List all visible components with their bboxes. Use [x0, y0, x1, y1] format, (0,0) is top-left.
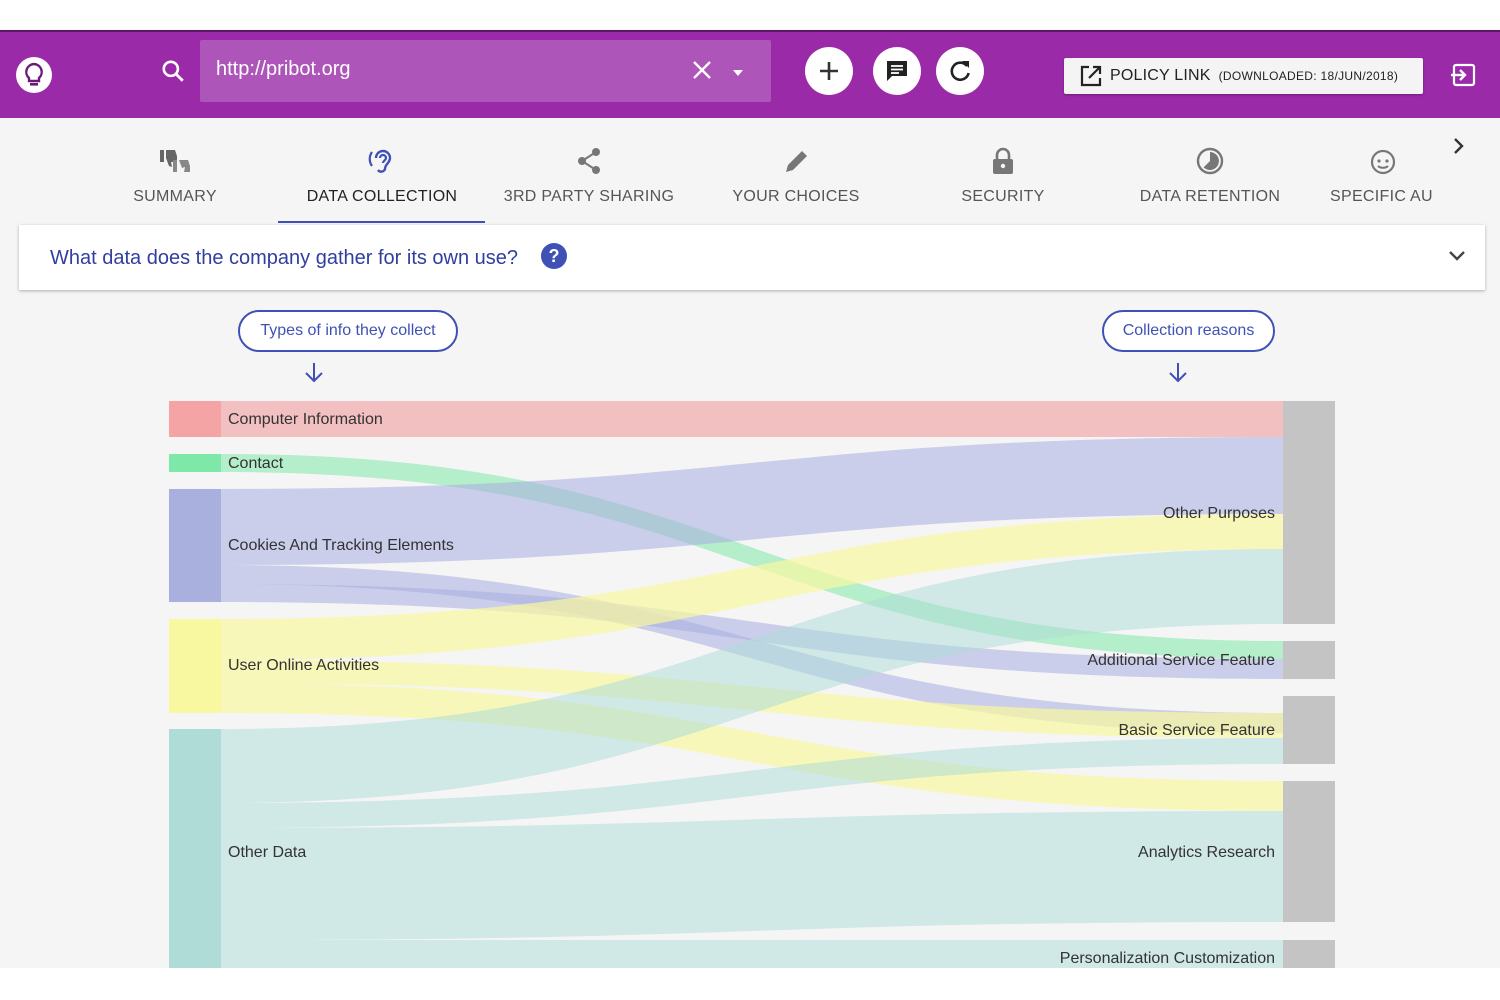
tab-label: SECURITY [961, 188, 1045, 205]
refresh-button[interactable] [936, 47, 984, 95]
tab-your-choices[interactable]: YOUR CHOICES [696, 118, 896, 224]
sankey-node-analytics-research[interactable] [1283, 781, 1335, 922]
question-text: What data does the company gather for it… [50, 247, 519, 269]
sankey-target-label: Other Purposes [1163, 505, 1275, 522]
ear-icon [368, 146, 396, 181]
active-tab-indicator [278, 221, 485, 223]
pill-label: Types of info they collect [260, 322, 436, 339]
exit-icon[interactable] [1450, 61, 1478, 94]
tab-label: YOUR CHOICES [732, 188, 860, 205]
tab-label: SPECIFIC AU [1330, 188, 1433, 205]
child-face-icon [1368, 146, 1398, 181]
sankey-node-other-data[interactable] [169, 729, 221, 968]
share-icon [575, 146, 603, 181]
sankey-link[interactable] [221, 738, 1283, 828]
arrow-down-icon [1169, 363, 1187, 383]
search-icon [160, 58, 186, 89]
sankey-source-label: Contact [228, 455, 284, 472]
sankey-link[interactable] [221, 454, 1283, 659]
tab-security[interactable]: SECURITY [903, 118, 1103, 224]
sankey-labels: Computer Information Contact Cookies And… [228, 411, 1275, 967]
sankey-links [221, 401, 1283, 968]
sankey-link[interactable] [221, 401, 1283, 437]
chevron-down-icon[interactable] [1447, 249, 1467, 268]
sankey-node-basic-service-feature[interactable] [1283, 696, 1335, 764]
sankey-target-label: Personalization Customization [1060, 950, 1275, 967]
sankey-link[interactable] [221, 549, 1283, 803]
sankey-source-label: Cookies And Tracking Elements [228, 537, 454, 554]
sankey-node-contact[interactable] [169, 454, 221, 472]
dropdown-arrow-icon[interactable] [731, 65, 745, 83]
pill-label: Collection reasons [1122, 322, 1255, 339]
tab-specific-audiences[interactable]: SPECIFIC AU [1318, 118, 1448, 224]
tab-data-collection[interactable]: DATA COLLECTION [282, 118, 482, 224]
sankey-link[interactable] [221, 811, 1283, 940]
tab-3rd-party-sharing[interactable]: 3RD PARTY SHARING [489, 118, 689, 224]
help-icon[interactable]: ? [541, 243, 567, 269]
refresh-icon [950, 61, 970, 81]
lock-icon [990, 146, 1016, 181]
lightbulb-icon[interactable] [16, 57, 52, 93]
sankey-source-label: Computer Information [228, 411, 383, 428]
url-value[interactable]: http://pribot.org [216, 58, 351, 80]
sankey-link[interactable] [221, 514, 1283, 660]
bottom-margin [0, 968, 1500, 1000]
chat-button[interactable] [873, 47, 921, 95]
chevron-right-icon[interactable] [1450, 136, 1468, 161]
chat-icon [887, 61, 907, 81]
sankey-node-other-purposes[interactable] [1283, 401, 1335, 624]
sankey-node-cookies[interactable] [169, 489, 221, 602]
sankey-target-label: Basic Service Feature [1118, 722, 1275, 739]
policy-download-date: (DOWNLOADED: 18/JUN/2018) [1218, 69, 1399, 83]
sankey-node-additional-service-feature[interactable] [1283, 641, 1335, 679]
arrow-down-icon [305, 363, 323, 383]
sankey-source-nodes [169, 401, 221, 968]
sankey-node-computer-information[interactable] [169, 401, 221, 437]
add-button[interactable] [805, 47, 853, 95]
sankey-source-label: Other Data [228, 844, 306, 861]
thumbs-icon [158, 146, 192, 181]
tab-label: DATA RETENTION [1139, 188, 1281, 205]
tab-data-retention[interactable]: DATA RETENTION [1110, 118, 1310, 224]
types-of-info-pill[interactable]: Types of info they collect [238, 310, 458, 352]
sankey-target-label: Analytics Research [1138, 844, 1275, 861]
tab-label: 3RD PARTY SHARING [503, 188, 675, 205]
sankey-target-nodes [1283, 401, 1335, 968]
sankey-source-label: User Online Activities [228, 657, 379, 674]
tab-label: DATA COLLECTION [306, 188, 458, 205]
url-input[interactable]: http://pribot.org [200, 40, 771, 102]
tab-label: SUMMARY [133, 188, 217, 205]
sankey-link[interactable] [221, 940, 1283, 968]
clear-icon[interactable] [691, 59, 713, 86]
pencil-icon [782, 146, 810, 181]
collection-reasons-pill[interactable]: Collection reasons [1102, 310, 1275, 352]
question-panel[interactable]: What data does the company gather for it… [19, 225, 1485, 290]
sankey-link[interactable] [221, 584, 1283, 679]
sankey-node-user-online-activities[interactable] [169, 619, 221, 713]
timer-icon [1195, 146, 1225, 181]
sankey-target-label: Additional Service Feature [1087, 652, 1275, 669]
sankey-node-personalization[interactable] [1283, 940, 1335, 968]
open-external-icon [1080, 65, 1102, 87]
policy-link-label: POLICY LINK [1110, 67, 1211, 84]
tab-summary[interactable]: SUMMARY [75, 118, 275, 224]
top-bar: http://pribot.org POLICY LINK (DOWNLOADE… [0, 30, 1500, 120]
sankey-link[interactable] [221, 437, 1283, 565]
policy-link-button[interactable]: POLICY LINK (DOWNLOADED: 18/JUN/2018) [1064, 58, 1423, 94]
plus-icon [820, 62, 838, 80]
